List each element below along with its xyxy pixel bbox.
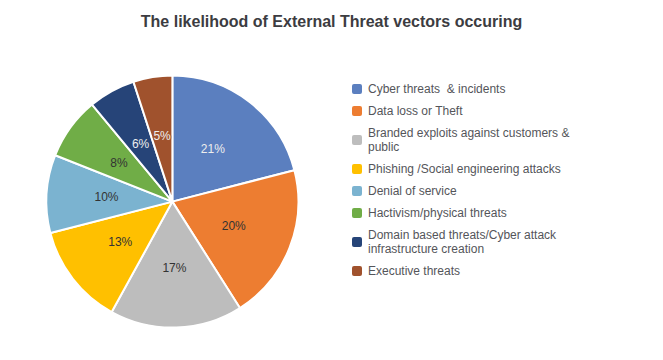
svg-text:8%: 8% <box>110 156 128 170</box>
svg-text:10%: 10% <box>94 190 118 204</box>
svg-text:The likelihood of External Thr: The likelihood of External Threat vector… <box>141 13 522 30</box>
svg-text:Data loss or Theft: Data loss or Theft <box>368 104 463 118</box>
svg-text:20%: 20% <box>222 219 246 233</box>
svg-text:6%: 6% <box>132 137 150 151</box>
svg-text:Branded exploits against custo: Branded exploits against customers & <box>368 126 569 140</box>
svg-text:infrastructure creation: infrastructure creation <box>368 242 484 256</box>
svg-text:Executive threats: Executive threats <box>368 264 460 278</box>
svg-text:Hactivism/physical threats: Hactivism/physical threats <box>368 206 507 220</box>
svg-text:Denial of service: Denial of service <box>368 184 457 198</box>
svg-text:13%: 13% <box>108 235 132 249</box>
svg-text:5%: 5% <box>153 129 171 143</box>
svg-text:17%: 17% <box>162 261 186 275</box>
svg-text:Cyber threats & incidents: Cyber threats & incidents <box>368 82 505 96</box>
svg-text:Domain based threats/Cyber att: Domain based threats/Cyber attack <box>368 228 557 242</box>
svg-text:Phishing /Social engineering a: Phishing /Social engineering attacks <box>368 162 561 176</box>
svg-text:21%: 21% <box>201 142 225 156</box>
svg-text:public: public <box>368 140 399 154</box>
